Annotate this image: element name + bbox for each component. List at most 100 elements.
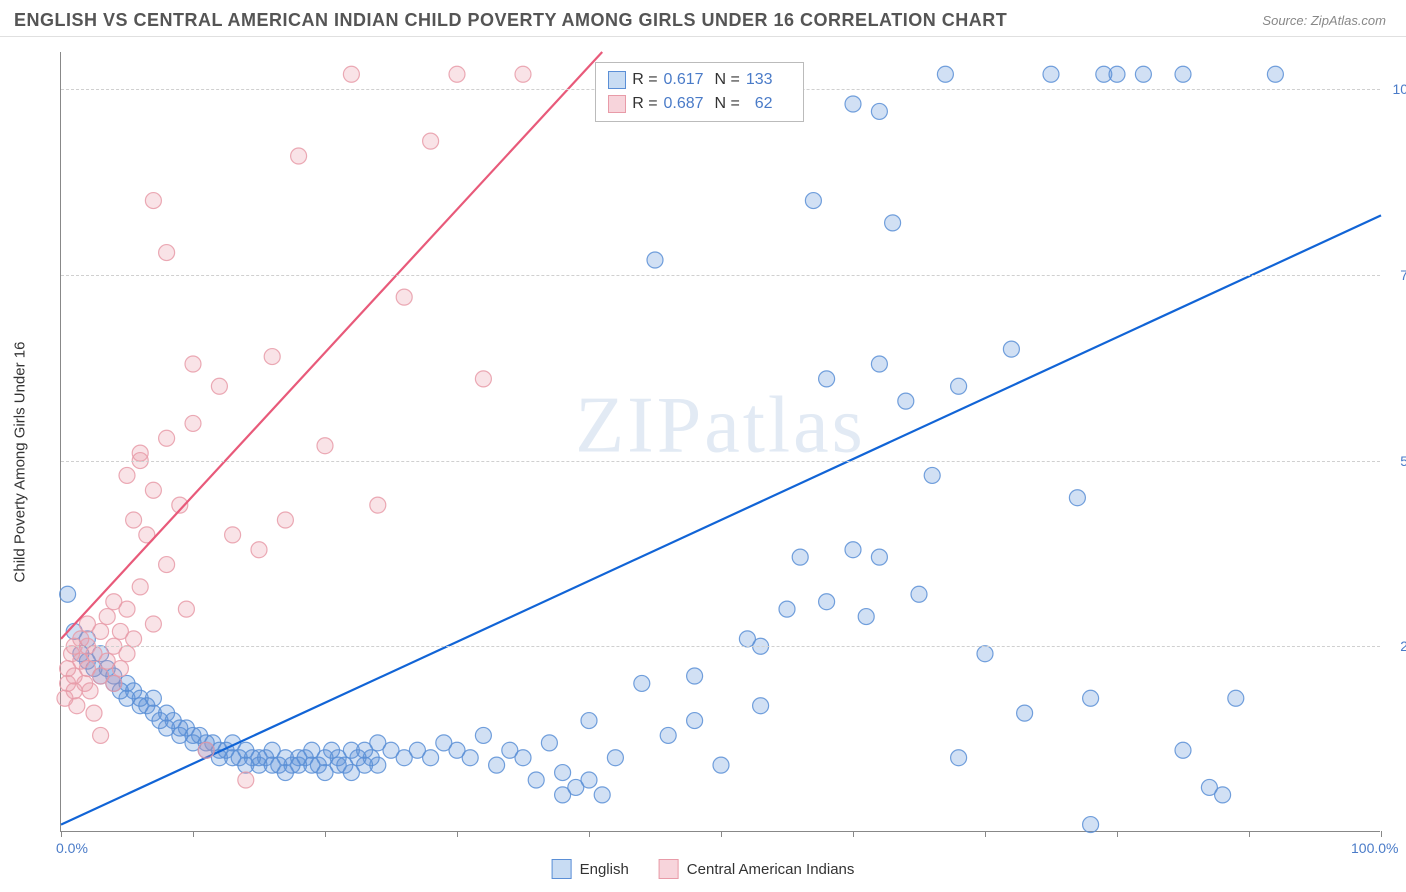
data-point <box>1109 66 1125 82</box>
data-point <box>687 668 703 684</box>
data-point <box>581 772 597 788</box>
trend-line <box>61 215 1381 824</box>
data-point <box>885 215 901 231</box>
gridline <box>61 646 1380 647</box>
data-point <box>555 765 571 781</box>
data-point <box>86 705 102 721</box>
data-point <box>1228 690 1244 706</box>
data-point <box>1083 690 1099 706</box>
data-point <box>462 750 478 766</box>
y-axis-label: Child Poverty Among Girls Under 16 <box>12 342 29 583</box>
data-point <box>145 482 161 498</box>
data-point <box>977 646 993 662</box>
stats-box: R =0.617N =133R =0.687N = 62 <box>595 62 804 122</box>
data-point <box>1135 66 1151 82</box>
data-point <box>423 133 439 149</box>
x-tick <box>325 831 326 837</box>
data-point <box>277 512 293 528</box>
data-point <box>911 586 927 602</box>
data-point <box>159 557 175 573</box>
x-tick <box>1117 831 1118 837</box>
data-point <box>607 750 623 766</box>
legend: English Central American Indians <box>552 859 855 879</box>
data-point <box>489 757 505 773</box>
data-point <box>317 438 333 454</box>
data-point <box>1069 490 1085 506</box>
data-point <box>528 772 544 788</box>
x-tick-label: 0.0% <box>56 840 88 856</box>
legend-swatch <box>552 859 572 879</box>
data-point <box>779 601 795 617</box>
data-point <box>819 371 835 387</box>
data-point <box>145 616 161 632</box>
data-point <box>99 609 115 625</box>
x-tick <box>985 831 986 837</box>
data-point <box>145 193 161 209</box>
data-point <box>198 742 214 758</box>
data-point <box>937 66 953 82</box>
data-point <box>93 623 109 639</box>
data-point <box>647 252 663 268</box>
data-point <box>515 750 531 766</box>
legend-item: Central American Indians <box>659 859 855 879</box>
gridline <box>61 461 1380 462</box>
x-tick-label: 100.0% <box>1351 840 1398 856</box>
y-tick-label: 100.0% <box>1385 81 1406 97</box>
stats-r-label: R = <box>632 92 657 116</box>
stats-n-value: 133 <box>746 68 791 92</box>
data-point <box>475 371 491 387</box>
y-tick-label: 25.0% <box>1385 638 1406 654</box>
x-tick <box>589 831 590 837</box>
data-point <box>660 727 676 743</box>
data-point <box>792 549 808 565</box>
stats-r-value: 0.617 <box>664 68 709 92</box>
data-point <box>951 750 967 766</box>
stats-row: R =0.617N =133 <box>608 68 791 92</box>
plot-svg <box>61 52 1380 831</box>
data-point <box>871 103 887 119</box>
data-point <box>159 430 175 446</box>
data-point <box>343 66 359 82</box>
data-point <box>145 690 161 706</box>
data-point <box>1267 66 1283 82</box>
data-point <box>898 393 914 409</box>
data-point <box>515 66 531 82</box>
data-point <box>581 713 597 729</box>
data-point <box>845 96 861 112</box>
data-point <box>1017 705 1033 721</box>
trend-line <box>61 52 602 639</box>
legend-label: English <box>580 861 629 878</box>
stats-swatch <box>608 71 626 89</box>
stats-row: R =0.687N = 62 <box>608 92 791 116</box>
data-point <box>93 727 109 743</box>
stats-n-label: N = <box>715 92 740 116</box>
data-point <box>687 713 703 729</box>
x-tick <box>1381 831 1382 837</box>
data-point <box>370 757 386 773</box>
source-name: ZipAtlas.com <box>1311 13 1386 28</box>
data-point <box>159 245 175 261</box>
data-point <box>82 683 98 699</box>
data-point <box>1175 742 1191 758</box>
x-tick <box>853 831 854 837</box>
data-point <box>449 66 465 82</box>
stats-n-value: 62 <box>746 92 791 116</box>
data-point <box>753 698 769 714</box>
data-point <box>924 467 940 483</box>
data-point <box>1043 66 1059 82</box>
x-tick <box>457 831 458 837</box>
data-point <box>1003 341 1019 357</box>
y-tick-label: 75.0% <box>1385 267 1406 283</box>
data-point <box>225 527 241 543</box>
data-point <box>126 631 142 647</box>
data-point <box>951 378 967 394</box>
chart-container: Child Poverty Among Girls Under 16 ZIPat… <box>0 37 1406 887</box>
data-point <box>119 646 135 662</box>
data-point <box>1215 787 1231 803</box>
data-point <box>858 609 874 625</box>
data-point <box>112 661 128 677</box>
data-point <box>119 601 135 617</box>
data-point <box>423 750 439 766</box>
legend-swatch <box>659 859 679 879</box>
data-point <box>291 148 307 164</box>
